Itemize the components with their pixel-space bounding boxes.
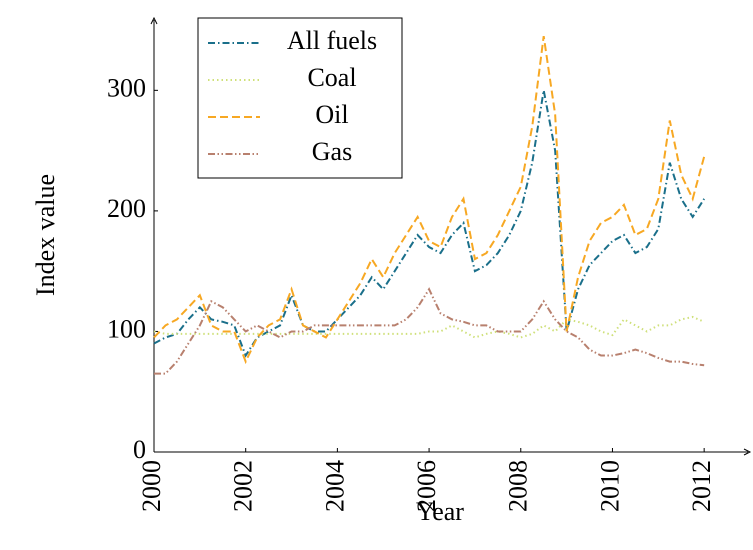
x-axis-label: Year (416, 497, 464, 526)
x-tick-label: 2004 (320, 460, 349, 512)
series-line (153, 35, 706, 365)
y-axis-arrow (150, 16, 158, 25)
x-tick-label: 2000 (137, 460, 166, 512)
x-tick-label: 2006 (412, 460, 441, 512)
x-tick-label: 2002 (229, 460, 258, 512)
series-line (153, 90, 705, 358)
legend-label: All fuels (287, 26, 377, 55)
legend-label: Coal (307, 63, 356, 92)
y-tick-label: 300 (107, 73, 146, 102)
x-tick-label: 2010 (595, 460, 624, 512)
legend-label: Oil (315, 100, 348, 129)
y-axis-label: Index value (31, 174, 60, 296)
legend-label: Gas (312, 137, 352, 166)
x-tick-label: 2008 (504, 460, 533, 512)
x-axis-arrow (743, 448, 752, 456)
series-line (154, 287, 705, 375)
x-tick-label: 2012 (687, 460, 716, 512)
y-tick-label: 200 (107, 194, 146, 223)
legend-box (197, 17, 403, 179)
series-line (153, 315, 705, 339)
y-tick-label: 0 (133, 435, 146, 464)
y-tick-label: 100 (107, 314, 146, 343)
